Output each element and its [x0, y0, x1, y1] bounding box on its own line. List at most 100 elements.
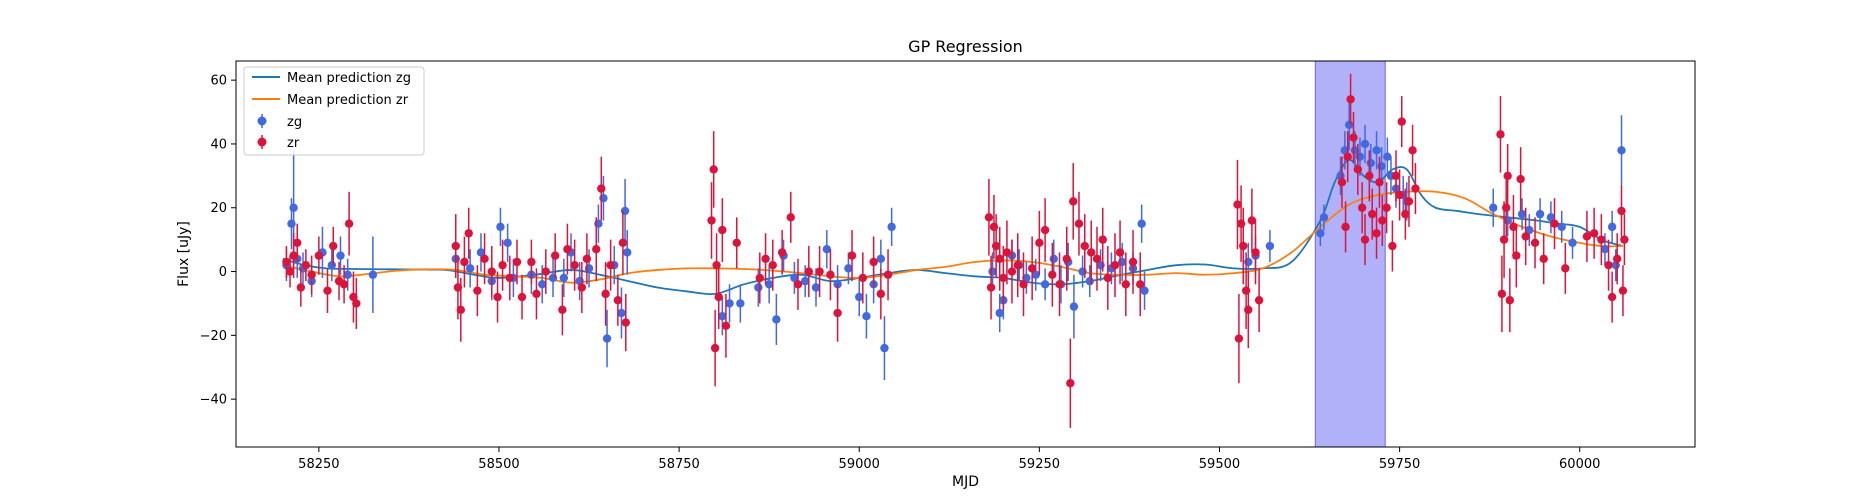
y-tick-label: 20	[210, 201, 227, 216]
marker-zg	[503, 238, 512, 248]
data-point-zr	[1121, 252, 1131, 317]
marker-zr	[1360, 235, 1370, 244]
marker-zr	[712, 260, 721, 270]
data-point-zr	[804, 246, 813, 298]
marker-zr	[1002, 248, 1012, 257]
marker-zg	[623, 248, 632, 257]
marker-zr	[709, 165, 718, 174]
data-point-zg	[1383, 137, 1392, 176]
data-point-zr	[1382, 182, 1391, 234]
data-point-zr	[1074, 191, 1084, 256]
marker-zr	[606, 260, 615, 270]
data-point-zr	[755, 252, 764, 304]
data-point-zg	[790, 261, 799, 294]
data-point-zr	[456, 277, 465, 342]
y-axis-label: Flux [uJy]	[176, 221, 192, 287]
marker-zg	[1546, 213, 1556, 222]
marker-zg	[1525, 225, 1534, 235]
marker-zg	[1607, 222, 1617, 232]
marker-zg	[1377, 162, 1386, 171]
marker-zr	[451, 241, 460, 251]
legend-label-zg: zg	[287, 115, 302, 130]
data-point-zg	[1137, 204, 1146, 243]
marker-zr	[1136, 280, 1145, 289]
data-point-zr	[592, 217, 601, 282]
marker-zr	[570, 260, 579, 270]
data-point-zr	[869, 236, 878, 288]
data-point-zr	[1035, 210, 1044, 275]
marker-zg	[1265, 241, 1275, 251]
data-point-zr	[1244, 271, 1253, 349]
marker-zr	[498, 260, 507, 270]
data-point-zr	[1612, 233, 1622, 285]
marker-zr	[550, 251, 560, 260]
marker-zr	[1241, 286, 1251, 295]
marker-zr	[1503, 171, 1512, 181]
data-point-zr	[1103, 246, 1112, 310]
marker-zr	[1620, 235, 1629, 244]
data-point-zg	[822, 230, 832, 269]
marker-zr	[999, 273, 1008, 283]
marker-zr	[786, 213, 795, 222]
marker-zr	[1035, 238, 1044, 248]
marker-zr	[1251, 248, 1260, 257]
marker-zr	[1080, 241, 1089, 251]
marker-zg	[725, 299, 734, 308]
marker-zr	[1516, 174, 1525, 184]
data-point-zr	[1247, 188, 1257, 253]
y-tick-label: −40	[200, 393, 227, 408]
marker-zg	[1137, 219, 1146, 228]
data-point-zr	[1561, 242, 1570, 294]
marker-zr	[1395, 190, 1404, 200]
data-point-zr	[1372, 207, 1381, 259]
data-point-zr	[1349, 112, 1358, 164]
marker-zg	[862, 312, 871, 321]
data-point-zr	[293, 223, 302, 262]
marker-zg	[754, 283, 763, 292]
marker-zr	[460, 257, 469, 267]
marker-zg	[1535, 209, 1545, 219]
marker-zg	[289, 203, 298, 212]
marker-zr	[349, 292, 358, 302]
data-point-zr	[1516, 147, 1525, 211]
data-point-zr	[1411, 163, 1420, 215]
data-point-zr	[517, 274, 527, 320]
marker-zr	[869, 257, 878, 267]
marker-zr	[1509, 222, 1518, 232]
marker-zg	[343, 270, 352, 279]
data-point-zr	[329, 226, 338, 266]
marker-zg	[287, 219, 296, 228]
legend: Mean prediction zg Mean prediction zr zg…	[243, 66, 425, 156]
marker-zg	[1617, 146, 1626, 155]
y-axis-ticks: −40 −20 0 20 40 60	[200, 74, 236, 408]
data-point-zr	[768, 239, 777, 291]
data-point-zr	[1341, 201, 1350, 253]
marker-zr	[883, 270, 893, 279]
marker-zg	[1049, 254, 1058, 263]
marker-zr	[1408, 146, 1417, 155]
marker-zr	[282, 257, 291, 267]
marker-zr	[876, 289, 886, 299]
data-point-zr	[451, 214, 460, 278]
marker-zg	[599, 193, 608, 203]
data-point-zr	[1505, 268, 1515, 333]
marker-zr	[329, 241, 338, 251]
data-point-zr	[1395, 169, 1404, 221]
marker-zr	[1040, 225, 1050, 235]
data-point-zr	[1080, 214, 1089, 278]
marker-zg	[772, 315, 781, 324]
data-point-zg	[1607, 210, 1617, 243]
data-point-zr	[732, 217, 741, 269]
marker-zr	[1357, 203, 1367, 212]
data-point-zr	[352, 277, 361, 329]
data-point-zr	[1254, 268, 1264, 333]
data-point-zg	[725, 284, 734, 323]
marker-zg	[1568, 238, 1577, 248]
marker-zr	[1103, 273, 1112, 283]
marker-zr	[323, 286, 332, 295]
marker-zr	[582, 254, 592, 263]
data-point-zr	[1496, 96, 1505, 173]
marker-zr	[1234, 334, 1244, 343]
data-point-zg	[465, 249, 475, 288]
